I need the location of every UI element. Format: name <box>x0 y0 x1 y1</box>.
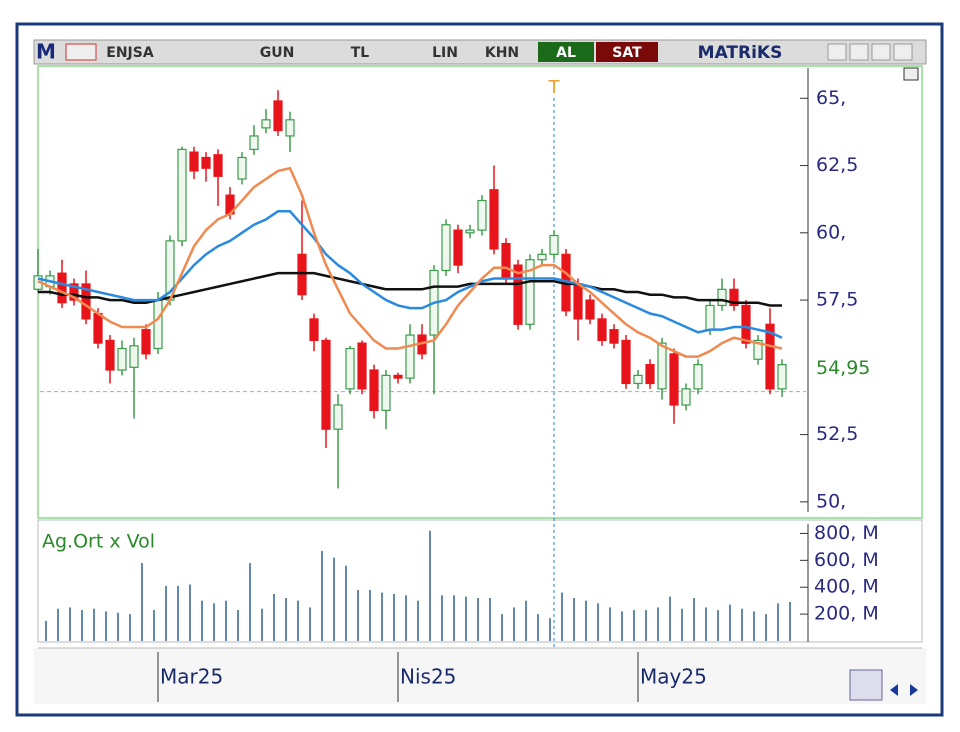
candle-body <box>681 388 691 406</box>
buy-button[interactable] <box>538 42 594 62</box>
scroll-arrows[interactable] <box>890 684 918 696</box>
candle-body <box>513 264 523 325</box>
candle-body <box>57 272 67 304</box>
candle-body <box>489 189 499 250</box>
candle-body <box>321 339 331 430</box>
candle-body <box>525 259 535 325</box>
candle-body <box>249 135 259 151</box>
candle-body <box>537 253 547 261</box>
toolbar-label: AL <box>556 45 576 61</box>
y-tick-label: 62,5 <box>816 154 858 176</box>
toolbar-label: KHN <box>485 45 519 61</box>
volume-tick-label: 400, M <box>814 576 879 598</box>
candle-body <box>753 339 763 360</box>
toolbar-label: TL <box>351 45 370 61</box>
y-tick-label: 52,5 <box>816 423 858 445</box>
candle-body <box>345 347 355 390</box>
candle-body <box>213 154 223 177</box>
candle-body <box>705 304 715 331</box>
candle-body <box>129 345 139 368</box>
y-tick-label: 60, <box>816 221 846 243</box>
volume-tick-label: 600, M <box>814 549 879 571</box>
candle-body <box>597 318 607 342</box>
candle-body <box>441 224 451 272</box>
toolbar-label: GUN <box>260 45 295 61</box>
toolbar-label: SAT <box>612 45 642 61</box>
volume-label: Ag.Ort x Vol <box>42 531 155 553</box>
candle-body <box>69 283 79 301</box>
candle-body <box>657 342 667 390</box>
candle-body <box>465 229 475 234</box>
candle-body <box>549 234 559 255</box>
window-button[interactable] <box>849 43 869 61</box>
moving-average-line <box>37 210 783 339</box>
candle-body <box>333 404 343 430</box>
candle-body <box>693 364 703 390</box>
candle-body <box>765 323 775 390</box>
volume-panel <box>37 519 923 643</box>
candle-body <box>717 288 727 307</box>
candle-body <box>153 299 163 350</box>
window-button[interactable] <box>871 43 891 61</box>
y-tick-label: 57,5 <box>816 289 858 311</box>
last-price-label: 54,95 <box>816 357 870 379</box>
candle-body <box>189 151 199 172</box>
candle-body <box>261 119 271 129</box>
price-panel <box>37 65 923 519</box>
toolbar-label: MATRiKS <box>698 43 783 63</box>
toolbar <box>33 39 927 65</box>
candle-body <box>117 347 127 371</box>
candle-body <box>669 353 679 406</box>
candle-body <box>777 364 787 390</box>
candle-body <box>237 156 247 180</box>
candle-body <box>201 156 211 169</box>
candle-body <box>393 374 403 379</box>
x-tick-label: Mar25 <box>160 665 223 689</box>
sell-button[interactable] <box>596 42 658 62</box>
volume-tick-label: 800, M <box>814 522 879 544</box>
toolbar-label: ENJSA <box>106 45 154 61</box>
x-tick-label: May25 <box>640 665 707 689</box>
candle-body <box>273 100 283 132</box>
candle-body <box>297 253 307 296</box>
window-button[interactable] <box>893 43 913 61</box>
candle-body <box>729 288 739 307</box>
candle-body <box>477 199 487 231</box>
candle-body <box>357 342 367 390</box>
candle-body <box>285 119 295 137</box>
candle-body <box>633 374 643 385</box>
candle-body <box>621 339 631 385</box>
candle-body <box>309 318 319 342</box>
candle-body <box>609 329 619 344</box>
toolbar-label: M <box>36 40 56 64</box>
y-tick-label: 65, <box>816 87 846 109</box>
candle-body <box>369 369 379 411</box>
logo <box>65 43 97 61</box>
cursor-label: T <box>548 77 561 98</box>
candle-body <box>573 283 583 320</box>
candle-body <box>381 374 391 411</box>
candle-body <box>105 339 115 371</box>
candle-body <box>741 304 751 344</box>
candle-body <box>453 229 463 266</box>
candle-body <box>585 299 595 320</box>
candle-body <box>93 312 103 344</box>
moving-average-line <box>37 166 783 358</box>
refresh-button[interactable] <box>849 669 883 701</box>
x-tick-label: Nis25 <box>400 665 456 689</box>
window-button[interactable] <box>827 43 847 61</box>
candle-body <box>405 334 415 379</box>
x-axis-area <box>34 648 926 704</box>
moving-average-line <box>38 271 782 307</box>
toolbar-label: LIN <box>432 45 458 61</box>
panel-button[interactable] <box>903 67 919 81</box>
candle-body <box>177 148 187 242</box>
volume-tick-label: 200, M <box>814 603 879 625</box>
candle-body <box>645 364 655 385</box>
y-tick-label: 50, <box>816 490 846 512</box>
candle-body <box>141 329 151 355</box>
candle-body <box>501 242 511 280</box>
